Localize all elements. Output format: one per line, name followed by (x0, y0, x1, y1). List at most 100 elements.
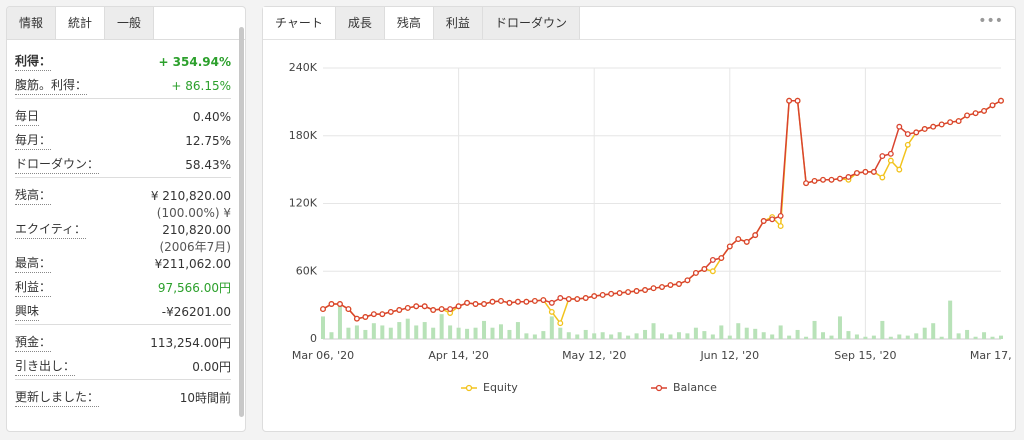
point (353, 315, 360, 322)
bar (837, 316, 842, 339)
stat-row: 腹筋。利得： + 86.15% (15, 71, 231, 95)
chart: 0 60K 120K 180K 240K Mar 06, '20 Apr 14, '20 Ma… (289, 61, 1015, 394)
stat-value: 10時間前 (179, 391, 231, 405)
bar (532, 334, 537, 339)
point (692, 269, 699, 276)
bar (541, 331, 546, 339)
point (862, 168, 869, 175)
bar (948, 300, 953, 339)
point (591, 293, 598, 300)
bar (414, 325, 419, 339)
point (642, 287, 648, 293)
bar (956, 333, 961, 339)
point (514, 298, 521, 305)
tab[interactable]: 成長 (335, 7, 385, 39)
point (540, 297, 547, 303)
stat-group: 残高： ¥ 210,820.00 エクイティ： (100.00%) ¥ 210,820.… (15, 178, 231, 325)
bar (405, 318, 410, 339)
stat-row: ドローダウン： 58.43% (15, 150, 231, 174)
point (472, 301, 479, 307)
menu[interactable]: ••• (978, 13, 1003, 29)
point (557, 295, 564, 301)
point (947, 119, 954, 126)
stats-tabs: 情報 統計 一般 (7, 7, 245, 40)
bar (575, 334, 580, 339)
stat-row: 利得： + 354.94% (15, 47, 231, 71)
point (650, 285, 657, 292)
bar (600, 332, 605, 339)
tab[interactable]: 情報 (7, 7, 57, 39)
point (328, 301, 335, 307)
stat-row: 残高： ¥ 210,820.00 (15, 181, 231, 205)
point (421, 303, 428, 310)
point (777, 212, 784, 219)
stat-row: 毎日 0.40% (15, 102, 231, 126)
point (972, 110, 979, 117)
stat-value: ¥211,062.00 (154, 257, 231, 271)
point (404, 304, 411, 311)
bar (651, 323, 656, 339)
point (828, 176, 835, 183)
chart-panel: チャート 成長 残高 利益 ドローダウン ••• 0 60K 120K 180K 240K Ma… (262, 6, 1016, 432)
stat-value: + 354.94% (158, 55, 231, 69)
bar (609, 334, 614, 339)
stat-value: 97,566.00円 (157, 281, 231, 295)
point (769, 216, 776, 223)
bar (770, 334, 775, 339)
stats-rows: 利得： + 354.94% 腹筋。利得： + 86.15% 毎日 0.40% 毎月： 12.7… (7, 40, 245, 410)
stat-value-box: 0.00円 (141, 359, 231, 376)
legend-label: Balance (673, 381, 717, 394)
point (379, 311, 386, 318)
tab[interactable]: ドローダウン (482, 7, 580, 39)
chart-label: チャート (263, 7, 336, 39)
y-tick-label: 180K (289, 129, 318, 142)
stat-value: ¥ 210,820.00 (150, 189, 231, 203)
bar (863, 336, 868, 339)
point (998, 97, 1004, 104)
stat-group: 預金： 113,254.00円 引き出し： 0.00円 (15, 325, 231, 380)
point (981, 107, 987, 114)
point (718, 255, 725, 261)
point (548, 308, 555, 315)
point (557, 320, 564, 327)
tab[interactable]: 利益 (433, 7, 483, 39)
stat-row: 利益： 97,566.00円 (15, 273, 231, 297)
bar (897, 334, 902, 339)
stat-label: 腹筋。利得： (15, 77, 88, 95)
bar (354, 325, 359, 339)
stat-value: 113,254.00円 (150, 336, 231, 350)
tab[interactable]: 残高 (384, 7, 434, 39)
tab[interactable]: 一般 (105, 7, 155, 39)
bar (643, 329, 648, 339)
point (608, 290, 615, 297)
stat-value: 58.43% (185, 158, 231, 172)
stat-note: (100.00%) ¥ (156, 206, 231, 220)
point (794, 97, 801, 104)
y-tick-label: 60K (296, 264, 318, 277)
bar (566, 332, 571, 339)
point (684, 277, 691, 284)
bar (787, 335, 792, 339)
point (345, 306, 352, 313)
point (633, 288, 640, 294)
point (904, 141, 911, 148)
bar (626, 335, 631, 339)
bar (778, 325, 783, 339)
point (760, 218, 767, 224)
point (464, 299, 471, 306)
bar (905, 335, 910, 339)
bar (982, 332, 987, 339)
scrollbar[interactable] (239, 27, 244, 417)
x-tick-label: Apr 14, '20 (428, 349, 489, 362)
stat-value-box: 10時間前 (141, 390, 231, 407)
point (955, 118, 962, 125)
x-tick-label: Jun 12, '20 (699, 349, 759, 362)
stat-label: 引き出し： (15, 358, 76, 376)
point (938, 121, 945, 128)
stat-value: + 86.15% (171, 79, 231, 93)
bar (346, 327, 351, 339)
point (777, 223, 784, 230)
tab[interactable]: 統計 (56, 7, 106, 39)
bar (363, 329, 368, 339)
